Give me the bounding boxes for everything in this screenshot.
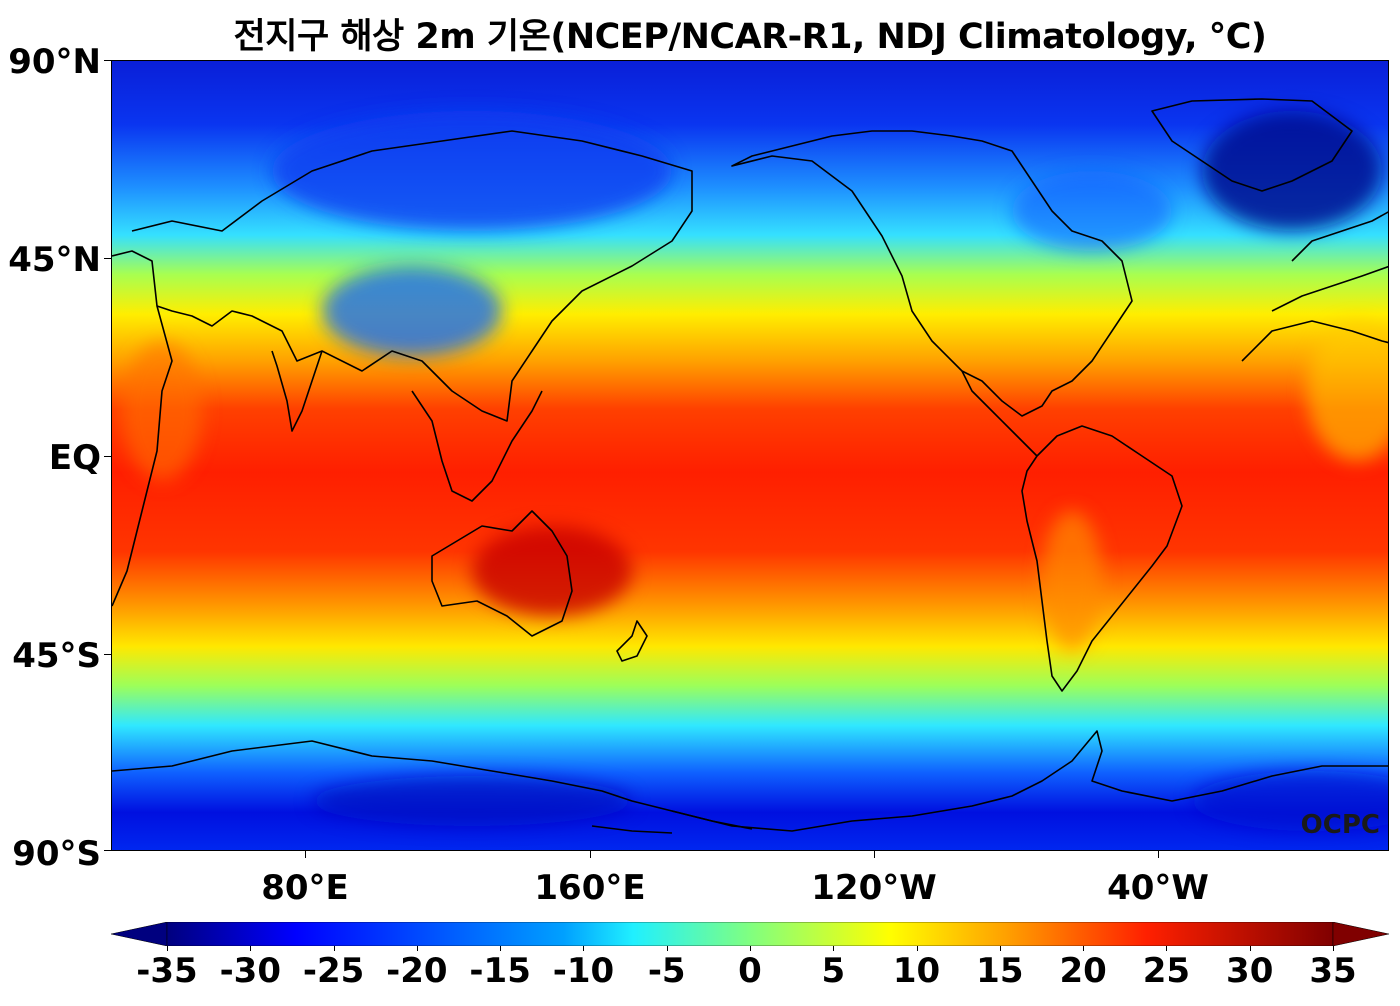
coastline-north-america [731,130,1133,417]
lon-label-80e: 80°E [261,868,349,908]
lon-tick [590,851,591,858]
coastline-south-america [1021,425,1183,692]
lon-tick [305,851,306,858]
coastline-antarctica [112,730,1388,832]
colorbar-tick [999,946,1001,951]
colorbar-tick-label: 35 [1309,951,1357,991]
lat-tick [104,60,111,61]
coastline-europe [1271,211,1388,312]
coastline-antarctica-shelf [591,810,753,834]
colorbar-tick-label: 30 [1226,951,1274,991]
lat-label-90n: 90°N [8,42,101,82]
colorbar-tick-label: 25 [1142,951,1191,991]
colorbar-tick-label: -20 [386,951,448,991]
colorbar-tick-label: 10 [892,951,941,991]
lon-tick [874,851,875,858]
colorbar-tick-label: -35 [136,951,198,991]
colorbar-tick [1166,946,1168,951]
colorbar-tick [167,946,168,951]
temperature-field: OCPC [112,61,1388,850]
map-title: 전지구 해상 2m 기온(NCEP/NCAR-R1, NDJ Climatolo… [233,17,1267,57]
coastline-greenland [1151,98,1353,192]
lat-tick [104,258,111,259]
lat-label-45s: 45°S [12,636,101,676]
lon-label-120w: 120°W [811,868,937,908]
colorbar-tick-label: -30 [219,951,281,991]
colorbar-tick [916,946,918,951]
colorbar-tick [1333,946,1334,951]
coastline-west-africa [1241,320,1388,362]
colorbar-tick-label: 0 [738,951,762,991]
coastline-africa [112,250,173,607]
coastline-newzealand [616,620,648,662]
lat-tick [104,850,111,851]
colorbar-tick [666,946,668,951]
lon-tick [1158,851,1159,858]
colorbar-tick [333,946,335,951]
coastline-sea-asia [411,390,543,502]
coastline-australia [431,510,573,637]
colorbar [111,922,1389,946]
map-panel: OCPC [111,60,1389,851]
colorbar-tick-label: -15 [469,951,531,991]
coastline-central-america [961,370,1038,457]
colorbar-extend-high [1332,922,1389,946]
colorbar-tick [250,946,252,951]
colorbar-tick [750,946,751,951]
coastline-india [271,350,323,432]
lat-label-eq: EQ [48,438,101,478]
colorbar-tick-label: 5 [821,951,846,991]
colorbar-tick [1083,946,1085,951]
lat-tick [104,456,111,457]
colorbar-tick [416,946,418,951]
colorbar-tick-label: 20 [1059,951,1107,991]
colorbar-tick [500,946,502,951]
ocpc-credit: OCPC [1301,810,1380,840]
coastline-eurasia [131,130,693,422]
colorbar-tick [583,946,585,951]
colorbar-tick-label: 15 [976,951,1024,991]
lat-tick [104,654,111,655]
lon-label-160e: 160°E [534,868,646,908]
colorbar-tick-label: -5 [647,951,686,991]
colorbar-body [166,922,1334,946]
colorbar-tick-label: -10 [552,951,615,991]
colorbar-tick [833,946,835,951]
colorbar-extend-low [111,922,168,946]
colorbar-tick-label: -25 [302,951,365,991]
colorbar-tick [1249,946,1251,951]
lon-label-40w: 40°W [1107,868,1209,908]
lat-label-45n: 45°N [8,240,101,280]
lat-label-90s: 90°S [12,834,101,874]
